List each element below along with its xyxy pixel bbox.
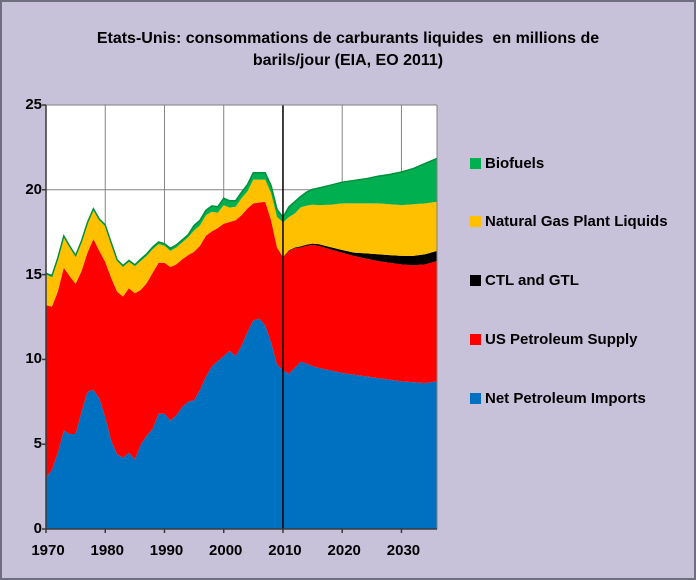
y-tick-label: 5 <box>33 435 42 453</box>
legend-item-net-petroleum-imports: Net Petroleum Imports <box>470 389 646 407</box>
y-tick-label: 10 <box>25 350 42 368</box>
chart-title: Etats-Unis: consommations de carburants … <box>2 28 694 72</box>
legend-item-us-petroleum-supply: US Petroleum Supply <box>470 330 638 348</box>
legend-label: Natural Gas Plant Liquids <box>485 212 668 230</box>
x-tick-label: 1990 <box>149 542 184 559</box>
legend-swatch-icon <box>470 274 481 286</box>
x-tick-label: 2030 <box>386 542 421 559</box>
legend-item-natural-gas-plant-liquids: Natural Gas Plant Liquids <box>470 212 668 230</box>
y-tick-label: 20 <box>25 180 42 198</box>
area-natural-gas-plant-liquids <box>46 179 437 307</box>
x-tick-label: 2020 <box>327 542 361 559</box>
chart-title-line1: Etats-Unis: consommations de carburants … <box>96 30 600 47</box>
area-us-petroleum-supply <box>46 201 437 479</box>
y-tick-label: 0 <box>33 520 42 537</box>
legend-label: CTL and GTL <box>485 271 579 289</box>
legend-swatch-icon <box>470 333 481 345</box>
area-net-petroleum-imports <box>46 318 437 529</box>
x-tick-label: 2000 <box>209 542 243 559</box>
legend-swatch-icon <box>470 392 481 404</box>
legend-item-biofuels: Biofuels <box>470 154 544 172</box>
chart-title-line2: barils/jour (EIA, EO 2011) <box>252 52 444 69</box>
legend-label: Biofuels <box>485 154 545 172</box>
legend-swatch-icon <box>470 157 481 169</box>
legend-label: Net Petroleum Imports <box>485 389 646 407</box>
legend-label: US Petroleum Supply <box>485 330 638 348</box>
y-tick-label: 25 <box>25 96 42 113</box>
x-tick-label: 1980 <box>90 542 124 559</box>
legend-item-ctl-and-gtl: CTL and GTL <box>470 271 579 289</box>
x-tick-label: 2010 <box>268 542 302 559</box>
legend-swatch-icon <box>470 215 481 227</box>
total-top-edge <box>45 157 438 277</box>
y-tick-label: 15 <box>25 265 42 283</box>
area-biofuels <box>46 158 437 278</box>
x-tick-label: 1970 <box>31 542 65 559</box>
area-ctl-and-gtl <box>46 201 437 307</box>
